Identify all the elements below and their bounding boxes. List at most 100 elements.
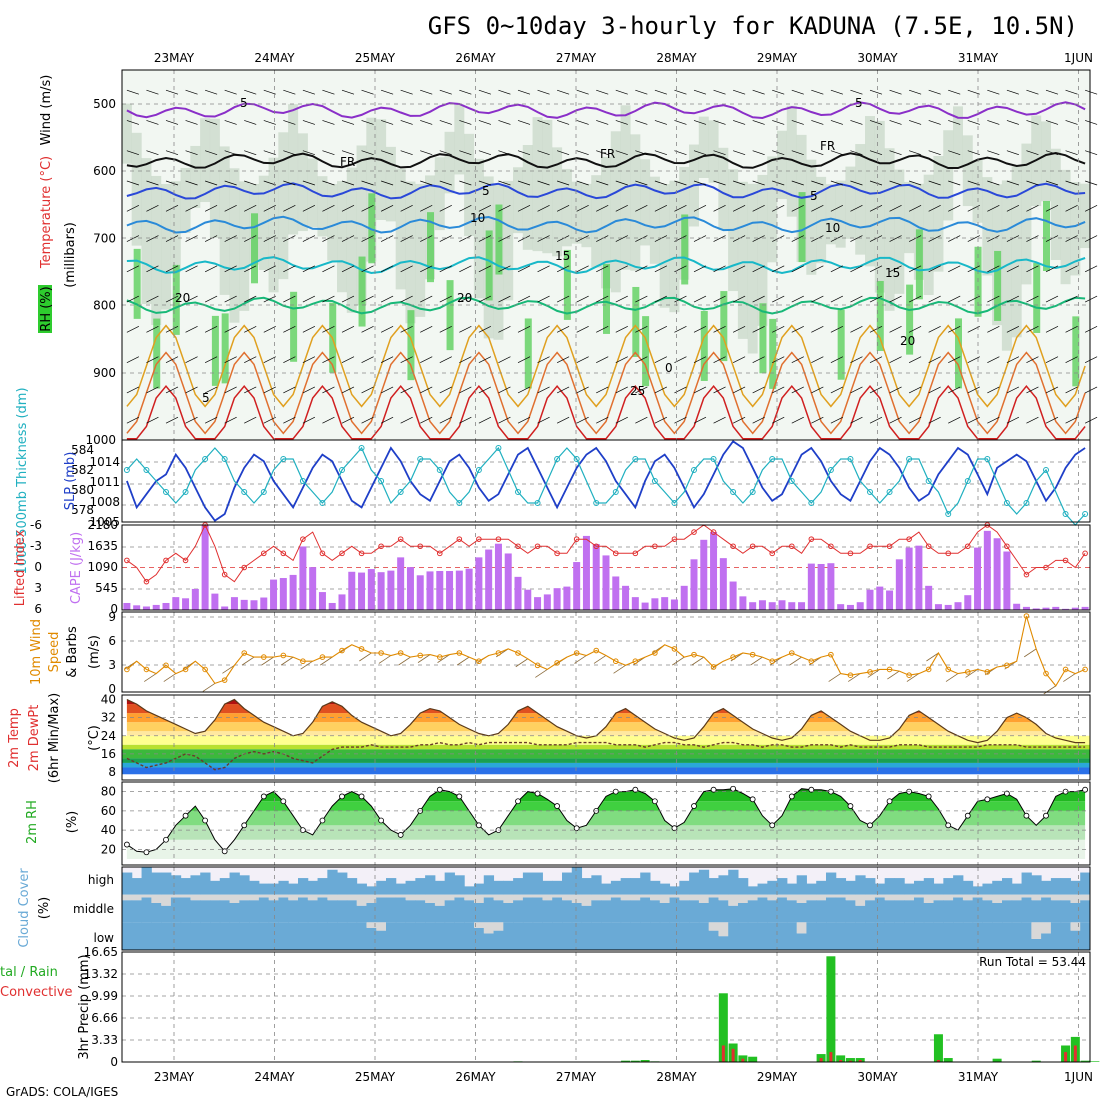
- cloud-low-cell: [288, 922, 299, 950]
- rh-shade: [542, 119, 553, 254]
- wind-barb: [146, 386, 159, 394]
- wind-barb-10m: [320, 656, 333, 666]
- cloud-middle-cell: [210, 900, 221, 923]
- wind-barb: [302, 204, 316, 212]
- lifted-index-point: [886, 543, 893, 550]
- rh-point: [691, 803, 697, 809]
- cloud-middle-cell: [806, 900, 817, 923]
- cloud-low-cell: [777, 922, 788, 950]
- wind-barb: [224, 356, 237, 363]
- cloud-high-cell: [943, 878, 954, 895]
- wind-barb: [322, 235, 335, 242]
- lifted-index-point: [867, 543, 873, 550]
- rh-shade: [865, 116, 875, 267]
- cloud-low-cell: [1041, 933, 1052, 950]
- wind-barb: [400, 295, 413, 303]
- cloud-low-cell: [405, 922, 416, 950]
- cloud-high-cell: [200, 872, 211, 895]
- wind-barb: [576, 356, 589, 363]
- cloud-high-cell: [992, 880, 1003, 895]
- cloud-middle-cell: [581, 905, 592, 923]
- wind-barb: [1026, 204, 1039, 212]
- cape-bar: [436, 571, 444, 610]
- cloud-middle-cell: [268, 900, 279, 923]
- wind-barb: [948, 235, 961, 242]
- wind-barb: [204, 386, 218, 394]
- wind-barb: [615, 235, 628, 242]
- wind-barb: [478, 386, 492, 394]
- cloud-low-cell: [640, 922, 651, 950]
- rh-moist-band: [1043, 200, 1050, 271]
- cloud-middle-clear: [474, 894, 485, 903]
- cape-bar: [485, 549, 493, 610]
- cloud-middle-clear: [708, 894, 719, 898]
- dewpoint-band: [122, 735, 1090, 745]
- wind-barb: [948, 416, 961, 424]
- wind-speed-point: [124, 666, 130, 673]
- cloud-low-cell: [327, 922, 338, 950]
- wind-barb: [811, 386, 824, 394]
- wind-barb: [517, 204, 531, 212]
- wind-barb: [948, 356, 961, 363]
- cape-bar: [739, 596, 747, 610]
- wind-barb: [752, 235, 765, 242]
- rh-shade: [209, 118, 220, 238]
- cloud-low-cell: [210, 922, 221, 950]
- cape-tick-label: 2180: [87, 518, 118, 532]
- cape-bar: [964, 595, 972, 610]
- wind-barb: [361, 356, 374, 363]
- wind-barb: [693, 265, 707, 273]
- wind-barb: [517, 150, 531, 156]
- wind-barb: [185, 235, 198, 242]
- wind-barb: [635, 326, 648, 333]
- cloud-middle-cell: [933, 900, 944, 923]
- wind-barb: [146, 235, 159, 242]
- cloud-middle-clear: [298, 894, 309, 898]
- wind-barb: [1045, 150, 1059, 156]
- rh-shade: [307, 158, 318, 228]
- wind-speed-point: [1004, 662, 1010, 669]
- wind-barb: [205, 120, 218, 125]
- wind-barb: [811, 204, 824, 212]
- cloud-middle-clear: [1070, 894, 1081, 903]
- wind-barb: [909, 180, 922, 186]
- wind-barb: [908, 356, 922, 363]
- rh-shade: [151, 175, 162, 325]
- wind-barb: [400, 150, 413, 156]
- thickness-point: [241, 489, 248, 495]
- cloud-low-cell: [786, 922, 798, 950]
- thickness-point: [221, 456, 228, 462]
- rh-moist-band: [133, 248, 141, 319]
- wind-barb: [126, 204, 140, 212]
- wind-barb: [185, 356, 198, 363]
- wind-barb: [635, 386, 648, 394]
- cloud-middle-cell: [376, 897, 387, 923]
- rh-shade: [180, 167, 191, 233]
- wind-speed-line: [126, 615, 1086, 687]
- rh-shade: [473, 158, 484, 299]
- isotherm-label: 20: [900, 334, 915, 348]
- rh-shade: [454, 104, 465, 175]
- cape-bar: [1062, 608, 1070, 610]
- wind-barb: [224, 386, 237, 394]
- wind-barb: [341, 295, 355, 303]
- cloud-middle-clear: [376, 894, 387, 898]
- cloud-high-cell: [747, 886, 759, 895]
- wind-barb-10m: [672, 656, 685, 666]
- wind-barb: [126, 180, 139, 186]
- rh-moist-band: [915, 229, 923, 300]
- wind-barb: [517, 120, 531, 125]
- cloud-middle-cell: [786, 900, 798, 923]
- wind-barb: [889, 326, 902, 333]
- cloud-low-cell: [444, 922, 455, 950]
- cloud-high-cell: [601, 883, 612, 895]
- isotherm-label: 5: [482, 184, 490, 198]
- wind-barb: [850, 386, 863, 394]
- wind-barb: [713, 204, 726, 212]
- wind-barb: [654, 356, 668, 363]
- rh-point: [984, 796, 991, 803]
- lifted-index-point: [456, 536, 463, 542]
- wind-barb: [1006, 416, 1020, 424]
- cape-bar: [201, 525, 209, 610]
- wind-barb: [889, 180, 902, 186]
